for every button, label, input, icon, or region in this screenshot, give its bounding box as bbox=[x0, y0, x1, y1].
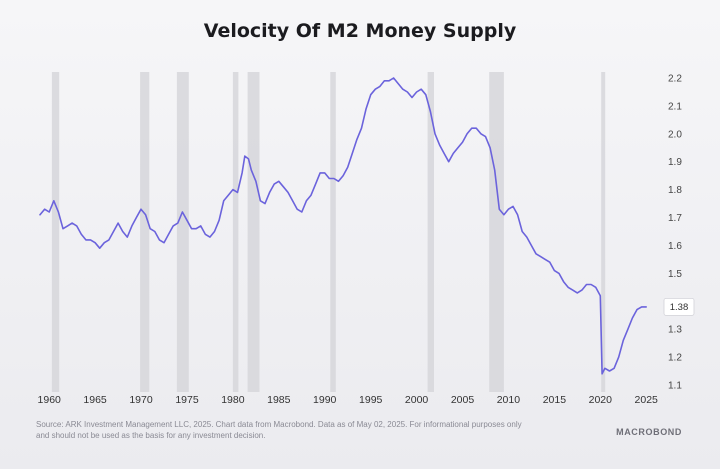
recession-band bbox=[232, 72, 239, 392]
macrobond-logo: MACROBOND bbox=[616, 427, 682, 437]
source-note: Source: ARK Investment Management LLC, 2… bbox=[36, 419, 626, 441]
y-axis: 1.11.21.31.41.51.61.71.81.92.02.12.2 bbox=[668, 74, 682, 392]
y-tick-label: 1.3 bbox=[668, 325, 682, 336]
x-tick-label: 2010 bbox=[497, 394, 521, 406]
x-tick-label: 1990 bbox=[313, 394, 337, 406]
chart-title: Velocity Of M2 Money Supply bbox=[203, 20, 517, 42]
recession-band bbox=[330, 72, 336, 392]
x-tick-label: 2005 bbox=[451, 394, 475, 406]
x-tick-label: 1970 bbox=[129, 394, 153, 406]
y-tick-label: 2.2 bbox=[668, 74, 682, 85]
y-tick-label: 1.6 bbox=[668, 241, 682, 252]
source-line-2: and should not be used as the basis for … bbox=[36, 431, 266, 440]
last-value-label: 1.38 bbox=[670, 302, 689, 313]
y-tick-label: 1.2 bbox=[668, 353, 682, 364]
recession-band bbox=[51, 72, 60, 392]
y-tick-label: 1.8 bbox=[668, 185, 682, 196]
recession-band bbox=[247, 72, 260, 392]
x-tick-label: 2020 bbox=[589, 394, 613, 406]
recession-bands bbox=[51, 72, 606, 392]
y-tick-label: 1.7 bbox=[668, 213, 682, 224]
x-tick-label: 1960 bbox=[38, 394, 62, 406]
y-tick-label: 1.9 bbox=[668, 157, 682, 168]
series-line bbox=[39, 77, 647, 375]
last-value-callout: 1.38 bbox=[663, 297, 695, 316]
y-tick-label: 2.1 bbox=[668, 101, 682, 112]
source-line-1: Source: ARK Investment Management LLC, 2… bbox=[36, 420, 522, 429]
x-tick-label: 2000 bbox=[405, 394, 429, 406]
recession-band bbox=[140, 72, 150, 392]
recession-band bbox=[427, 72, 434, 392]
x-tick-label: 2015 bbox=[543, 394, 567, 406]
x-axis: 1960 1965 1970 1975 1980 1985 1990 1995 2000 2005… bbox=[38, 394, 659, 406]
x-tick-label: 2025 bbox=[635, 394, 659, 406]
x-tick-label: 1975 bbox=[175, 394, 199, 406]
y-tick-label: 1.1 bbox=[668, 381, 682, 392]
y-tick-label: 1.5 bbox=[668, 269, 682, 280]
x-tick-label: 1995 bbox=[359, 394, 383, 406]
x-tick-label: 1965 bbox=[83, 394, 107, 406]
x-tick-label: 1985 bbox=[267, 394, 291, 406]
last-value-box bbox=[663, 297, 695, 316]
y-tick-label: 2.0 bbox=[668, 129, 682, 140]
recession-band bbox=[176, 72, 189, 392]
recession-band bbox=[489, 72, 504, 392]
x-tick-label: 1980 bbox=[221, 394, 245, 406]
recession-band bbox=[601, 72, 606, 392]
